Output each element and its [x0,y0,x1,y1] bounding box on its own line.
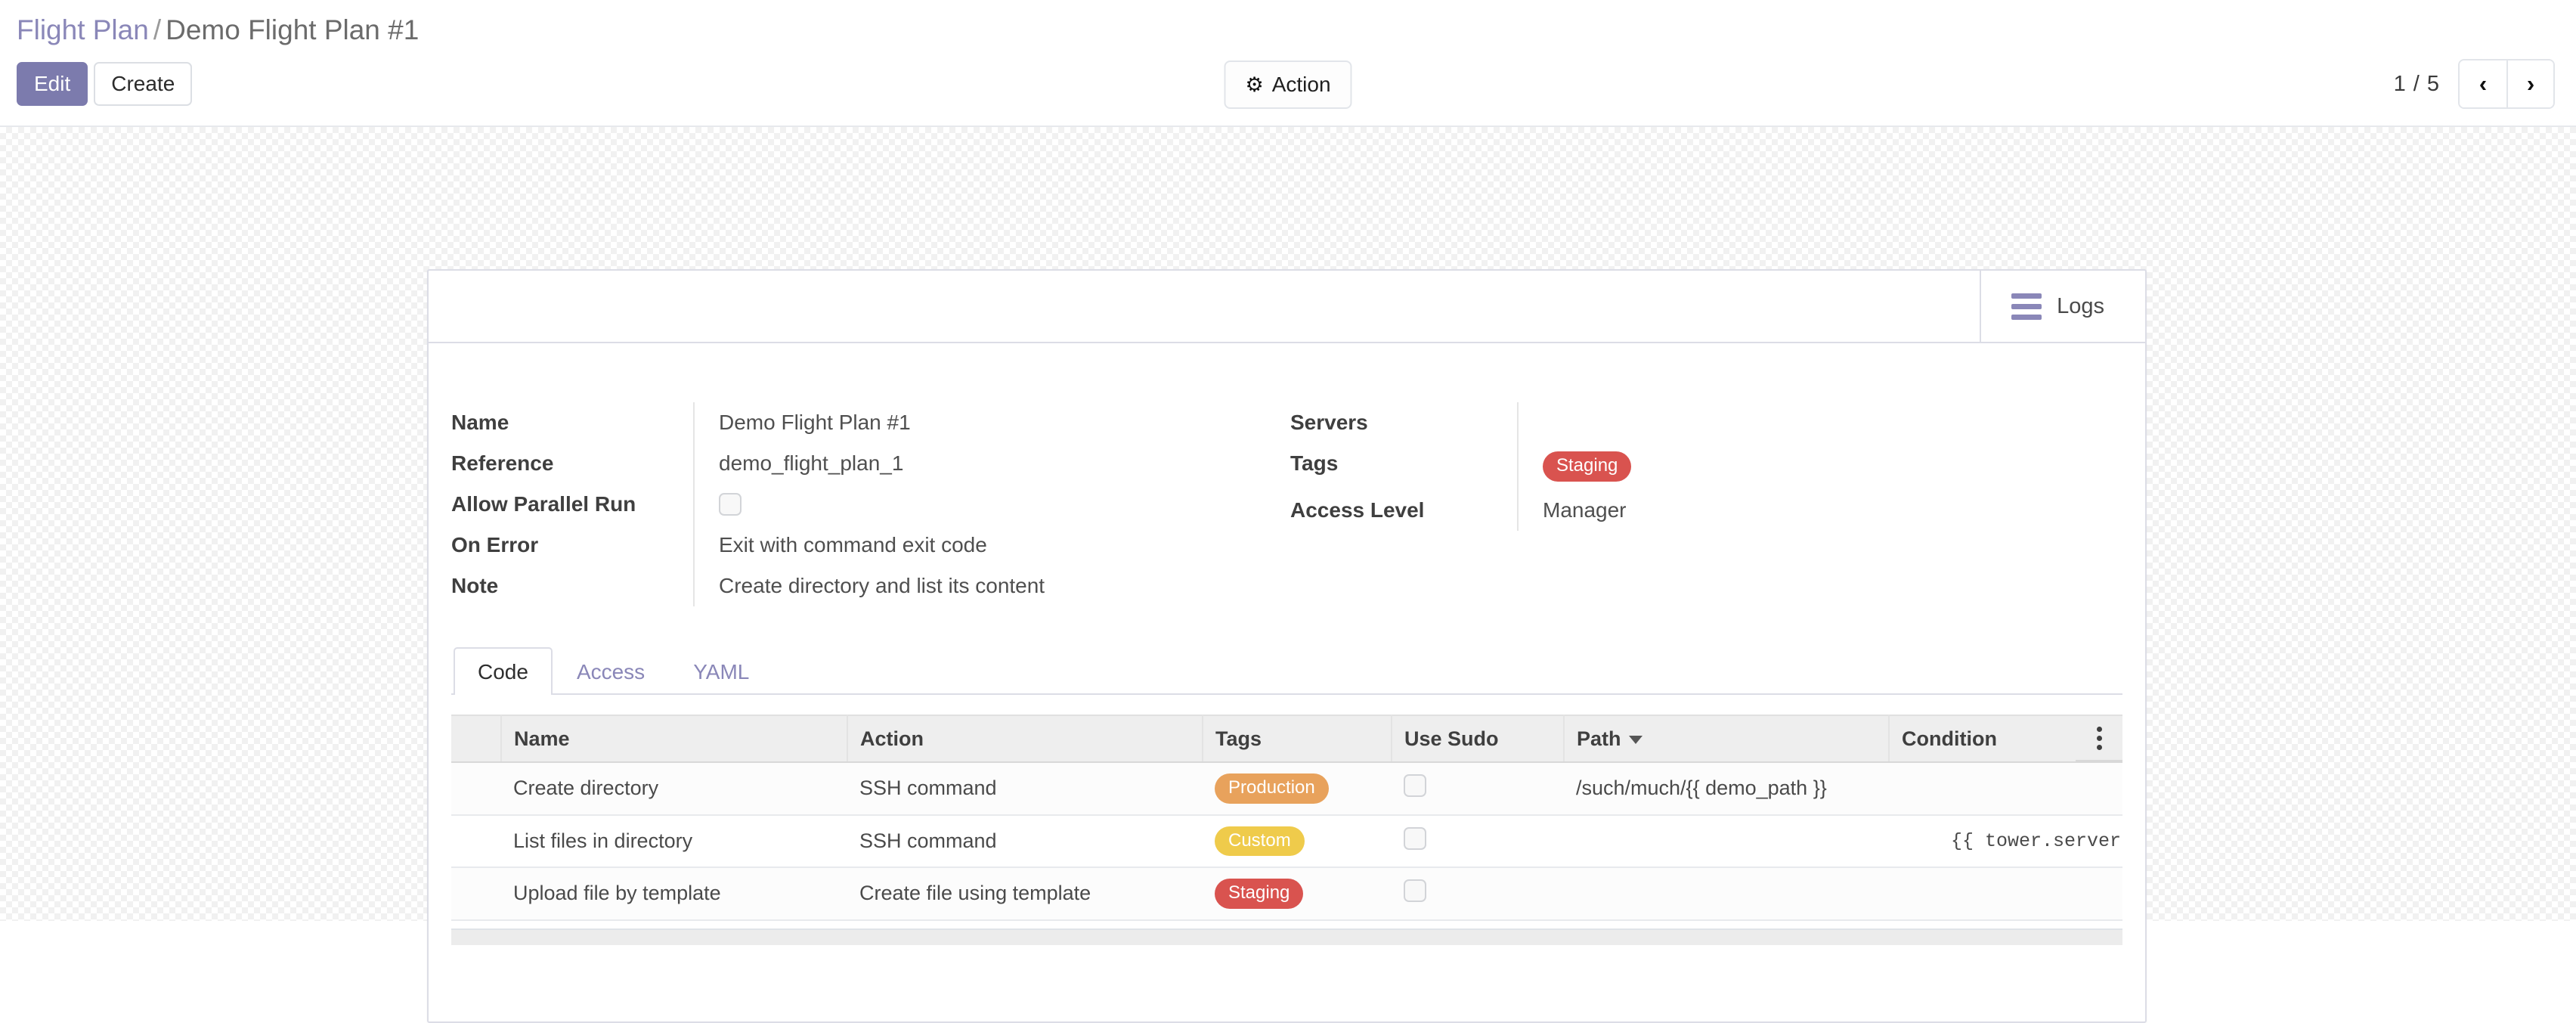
cell-name[interactable]: List files in directory [501,814,847,869]
row-handle[interactable] [451,814,501,869]
record-buttons: Edit Create [17,62,193,106]
use-sudo-checkbox[interactable] [1404,826,1426,850]
optional-columns-button[interactable] [2076,715,2122,761]
commands-table: Name Action Tags Use Sudo Path Condition… [451,715,2122,921]
pager: 1 / 5 ‹ › [2394,59,2555,109]
breadcrumb-separator: / [153,14,162,45]
table-row[interactable]: List files in directory SSH command Cust… [451,814,2122,869]
cell-name[interactable]: Upload file by template [501,867,847,921]
breadcrumb-root-link[interactable]: Flight Plan [17,14,149,45]
cell-path[interactable] [1564,814,1889,869]
logs-button-label: Logs [2057,293,2104,318]
field-value-reference[interactable]: demo_flight_plan_1 [693,443,1260,484]
commands-table-head: Name Action Tags Use Sudo Path Condition [451,715,2122,763]
hamburger-list-icon [2011,293,2042,320]
edit-button[interactable]: Edit [17,62,88,106]
commands-table-container: Name Action Tags Use Sudo Path Condition… [451,715,2122,921]
column-header-name[interactable]: Name [501,715,848,763]
tag-badge-production[interactable]: Production [1215,773,1329,804]
form-sheet: Logs Name Demo Flight Plan #1 Reference … [427,269,2147,1023]
column-header-tags[interactable]: Tags [1203,715,1392,763]
table-header-row: Name Action Tags Use Sudo Path Condition [451,715,2122,763]
row-handle[interactable] [451,867,501,921]
field-value-on-error[interactable]: Exit with command exit code [693,525,1260,566]
cell-use-sudo[interactable] [1392,814,1564,869]
field-value-tags[interactable]: Staging [1517,443,2091,490]
action-menu-wrap: ⚙ Action [1224,60,1352,109]
field-value-name[interactable]: Demo Flight Plan #1 [693,402,1260,443]
sort-caret-down-icon [1628,735,1643,744]
tag-badge-staging[interactable]: Staging [1543,451,1632,482]
use-sudo-checkbox[interactable] [1404,879,1426,903]
sheet-header: Logs [429,271,2145,343]
commands-table-body: Create directory SSH command Production … [451,762,2122,921]
field-label-servers: Servers [1290,411,1368,434]
column-header-use-sudo[interactable]: Use Sudo [1392,715,1565,763]
action-menu-label: Action [1271,73,1331,96]
gear-icon: ⚙ [1245,73,1264,96]
action-menu-button[interactable]: ⚙ Action [1224,60,1352,109]
field-groups: Name Demo Flight Plan #1 Reference demo_… [429,343,2145,606]
create-button[interactable]: Create [94,62,193,106]
use-sudo-checkbox[interactable] [1404,774,1426,798]
cell-condition[interactable] [1889,762,2122,816]
field-group-left: Name Demo Flight Plan #1 Reference demo_… [429,402,1260,606]
cell-tags[interactable]: Staging [1203,867,1392,921]
column-header-path-label: Path [1577,727,1621,750]
notebook-tabs: Code Access YAML [451,647,2122,695]
tag-badge-custom[interactable]: Custom [1215,826,1305,857]
cell-action[interactable]: Create file using template [847,867,1203,921]
pager-counter: 1 / 5 [2393,71,2440,96]
field-group-right: Servers Tags Staging Access Level Manage… [1260,402,2091,606]
page-body: Logs Name Demo Flight Plan #1 Reference … [0,127,2576,1023]
field-label-tags: Tags [1290,451,1339,475]
field-value-servers[interactable] [1517,402,2091,443]
field-value-access-level[interactable]: Manager [1517,489,2091,531]
cell-tags[interactable]: Production [1203,762,1392,816]
control-panel: Flight Plan / Demo Flight Plan #1 Edit Cre… [0,0,2576,127]
cell-condition[interactable] [1889,867,2122,921]
field-label-note: Note [451,574,499,597]
pager-next-button[interactable]: › [2506,60,2553,107]
column-header-path[interactable]: Path [1564,715,1890,763]
pager-previous-button[interactable]: ‹ [2460,60,2506,107]
cell-use-sudo[interactable] [1392,867,1564,921]
tab-code[interactable]: Code [454,647,553,695]
cell-action[interactable]: SSH command [847,762,1203,816]
column-header-handle [451,715,502,763]
field-value-allow-parallel-run [693,484,1260,525]
cell-condition[interactable]: {{ tower.server.st [1889,814,2122,869]
tab-access[interactable]: Access [576,660,646,684]
allow-parallel-run-checkbox[interactable] [719,493,742,516]
field-label-reference: Reference [451,451,554,475]
field-label-name: Name [451,411,509,434]
field-label-access-level: Access Level [1290,498,1425,522]
table-row[interactable]: Upload file by template Create file usin… [451,867,2122,921]
row-handle[interactable] [451,762,501,816]
cell-action[interactable]: SSH command [847,814,1203,869]
breadcrumb: Flight Plan / Demo Flight Plan #1 [17,14,419,47]
cell-tags[interactable]: Custom [1203,814,1392,869]
cell-path[interactable] [1564,867,1889,921]
tab-yaml[interactable]: YAML [693,660,750,684]
cell-use-sudo[interactable] [1392,762,1564,816]
field-value-note[interactable]: Create directory and list its content [693,566,1260,606]
horizontal-scrollbar[interactable] [451,928,2122,945]
notebook: Code Access YAML Name Action Tags [451,647,2122,921]
column-header-action[interactable]: Action [847,715,1203,763]
field-label-allow-parallel-run: Allow Parallel Run [451,492,636,516]
breadcrumb-current: Demo Flight Plan #1 [166,14,420,45]
logs-button[interactable]: Logs [1980,271,2145,342]
pager-buttons: ‹ › [2458,59,2555,109]
vertical-dots-icon [2096,726,2102,750]
tag-badge-staging[interactable]: Staging [1215,879,1304,909]
field-label-on-error: On Error [451,533,539,556]
table-row[interactable]: Create directory SSH command Production … [451,762,2122,816]
cell-path[interactable]: /such/much/{{ demo_path }} [1564,762,1889,816]
cell-name[interactable]: Create directory [501,762,847,816]
